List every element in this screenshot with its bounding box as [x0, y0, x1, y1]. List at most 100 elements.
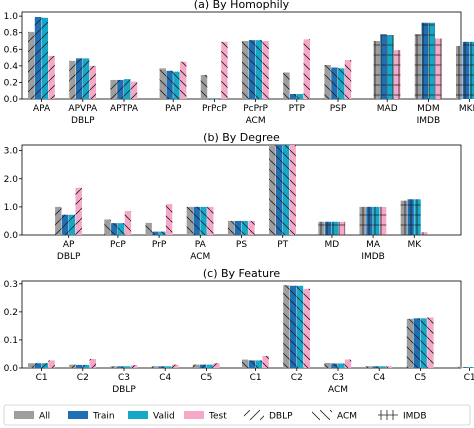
- y-tick-label: 1.0: [4, 12, 19, 22]
- bar-hatch: [344, 359, 352, 368]
- group-label: ACM: [190, 252, 210, 262]
- bar-hatch: [394, 50, 401, 99]
- x-tick-label: C1: [36, 373, 48, 383]
- bar-hatch: [82, 364, 90, 368]
- x-tick-label: AP: [63, 240, 75, 250]
- y-tick-label: 0.4: [4, 62, 19, 72]
- bar-hatch: [255, 360, 262, 368]
- bar-hatch: [200, 206, 207, 235]
- bar-hatch: [275, 145, 283, 235]
- y-tick-label: 0.3: [4, 280, 18, 290]
- group-label: DBLP: [112, 385, 136, 395]
- bar-hatch: [82, 58, 90, 99]
- bar-hatch: [283, 72, 290, 99]
- bar-hatch: [173, 71, 180, 99]
- x-tick-label: C2: [291, 373, 303, 383]
- bar-hatch: [372, 366, 379, 368]
- y-tick-label: 0.1: [4, 336, 18, 346]
- bar-hatch: [373, 206, 380, 235]
- bar-hatch: [207, 99, 214, 100]
- x-tick-label: C2: [77, 373, 89, 383]
- x-tick-label: PSP: [330, 104, 347, 114]
- bar-hatch: [124, 366, 131, 368]
- bar-hatch: [130, 81, 138, 99]
- bar-hatch: [303, 39, 310, 99]
- bar-hatch: [296, 285, 304, 368]
- bar-hatch: [421, 232, 428, 235]
- bar-hatch: [69, 364, 76, 368]
- bar-hatch: [413, 318, 420, 368]
- bar-hatch: [206, 364, 213, 368]
- bar-hatch: [117, 79, 124, 99]
- bar-hatch: [269, 145, 276, 235]
- y-tick-label: 1.0: [4, 203, 19, 213]
- legend-hatch-imdb: [378, 410, 398, 420]
- legend-label: ACM: [337, 412, 357, 422]
- bar-hatch: [48, 360, 55, 368]
- legend-label: IMDB: [403, 412, 427, 422]
- legend: All Train Valid Test DBLP ACM IMDB: [3, 404, 471, 426]
- group-label: IMDB: [417, 116, 441, 126]
- group-label: ACM: [328, 385, 348, 395]
- panel-3: (c) By Feature 0.0 0.1 0.2 0.3 C1 C2 C3 C4 C5 DBLP…: [4, 267, 474, 395]
- bar-hatch: [296, 94, 304, 99]
- legend-swatch-test: [184, 411, 204, 419]
- bar-hatch: [290, 285, 297, 368]
- bar-hatch: [61, 214, 69, 235]
- y-tick-label: 0.0: [4, 95, 19, 105]
- bar-hatch: [186, 206, 194, 235]
- bar-hatch: [386, 366, 393, 368]
- bar-hatch: [400, 200, 408, 235]
- bar-hatch: [130, 365, 138, 368]
- bar-hatch: [462, 41, 470, 99]
- bar-hatch: [200, 74, 208, 99]
- legend-swatch-train: [68, 411, 88, 419]
- panel-1: (a) By Homophily 0.0 0.2 0.4 0.6 0.8 1.0 APA APV…: [4, 0, 474, 126]
- bar-hatch: [359, 206, 366, 235]
- bar-hatch: [414, 199, 421, 235]
- bar-hatch: [379, 206, 387, 235]
- bar-hatch: [242, 359, 249, 368]
- bar-hatch: [406, 318, 414, 368]
- bar-hatch: [469, 41, 474, 99]
- bar-hatch: [221, 41, 228, 99]
- bar-hatch: [55, 206, 62, 235]
- bar-hatch: [152, 231, 159, 235]
- bar-hatch: [48, 55, 55, 99]
- legend-swatch-all: [14, 411, 34, 419]
- bar-hatch: [435, 38, 442, 99]
- bar-hatch: [159, 68, 166, 99]
- bar-hatch: [104, 219, 111, 235]
- group-label: DBLP: [71, 116, 95, 126]
- bar-hatch: [124, 211, 132, 235]
- bar-hatch: [213, 363, 220, 368]
- x-tick-label: PA: [195, 240, 207, 250]
- y-tick-label: 0.0: [4, 231, 19, 241]
- x-tick-label: MDM: [417, 104, 439, 114]
- bar-hatch: [414, 34, 422, 99]
- group-label: ACM: [246, 116, 266, 126]
- bar-hatch: [89, 359, 96, 368]
- x-tick-label: PcP: [110, 240, 126, 250]
- bar-hatch: [28, 363, 35, 368]
- bar-hatch: [110, 79, 117, 99]
- legend-label: Train: [92, 412, 115, 422]
- bar-hatch: [325, 221, 332, 235]
- bar-hatch: [172, 364, 179, 368]
- bar-hatch: [421, 22, 428, 99]
- x-tick-label: APTPA: [110, 104, 139, 114]
- bar-hatch: [387, 35, 394, 99]
- x-tick-label: PcPrP: [243, 104, 268, 114]
- x-tick-label: C4: [373, 373, 385, 383]
- legend-label: Test: [208, 412, 227, 422]
- panel-2: (b) By Degree 0.0 1.0 2.0 3.0 AP DBLP PcP PrP PA P…: [4, 131, 462, 262]
- bar-hatch: [151, 366, 158, 368]
- x-tick-label: C4: [159, 373, 171, 383]
- bar-hatch: [145, 222, 152, 235]
- group-label: IMDB: [361, 252, 385, 262]
- bar-hatch: [338, 68, 345, 99]
- x-tick-label: PS: [236, 240, 247, 250]
- bar-hatch: [117, 366, 124, 368]
- x-tick-label: MAD: [377, 104, 398, 114]
- bar-hatch: [331, 67, 338, 99]
